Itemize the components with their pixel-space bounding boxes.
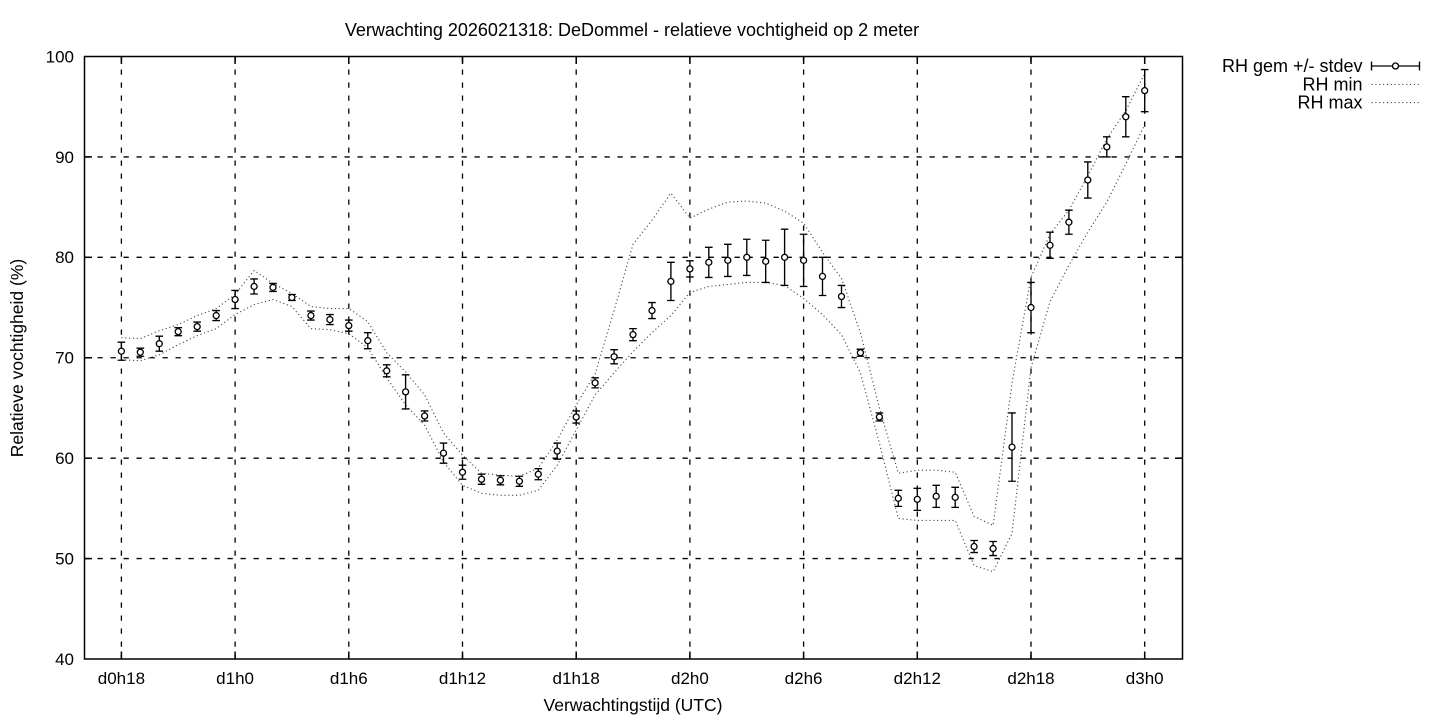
- svg-text:d2h6: d2h6: [785, 669, 823, 688]
- svg-text:60: 60: [55, 449, 74, 468]
- svg-text:d2h0: d2h0: [671, 669, 709, 688]
- svg-text:Verwachting 2026021318: DeDomm: Verwachting 2026021318: DeDommel - relat…: [345, 20, 919, 40]
- svg-text:70: 70: [55, 349, 74, 368]
- svg-text:RH max: RH max: [1297, 93, 1362, 113]
- svg-text:RH gem +/- stdev: RH gem +/- stdev: [1222, 56, 1363, 76]
- svg-text:50: 50: [55, 550, 74, 569]
- svg-text:d1h12: d1h12: [439, 669, 486, 688]
- svg-text:RH min: RH min: [1302, 74, 1362, 94]
- svg-text:d0h18: d0h18: [98, 669, 145, 688]
- svg-text:d2h18: d2h18: [1007, 669, 1054, 688]
- svg-text:40: 40: [55, 650, 74, 669]
- svg-text:90: 90: [55, 148, 74, 167]
- svg-text:d1h6: d1h6: [330, 669, 368, 688]
- svg-text:d3h0: d3h0: [1126, 669, 1164, 688]
- svg-text:80: 80: [55, 248, 74, 267]
- svg-text:Relatieve vochtigheid (%): Relatieve vochtigheid (%): [7, 259, 27, 457]
- svg-text:Verwachtingstijd (UTC): Verwachtingstijd (UTC): [544, 695, 723, 715]
- svg-text:100: 100: [46, 47, 74, 66]
- svg-text:d1h18: d1h18: [553, 669, 600, 688]
- svg-text:d2h12: d2h12: [894, 669, 941, 688]
- svg-text:d1h0: d1h0: [216, 669, 254, 688]
